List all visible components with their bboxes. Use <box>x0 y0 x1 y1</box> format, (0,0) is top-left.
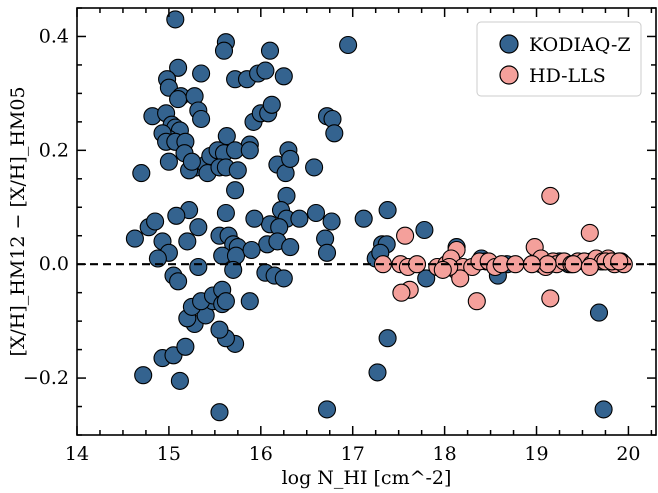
kodiaq-z-point-74 <box>189 218 208 237</box>
legend-marker-hd-lls <box>499 65 519 85</box>
kodiaq-z-point-37 <box>325 124 344 143</box>
x-tick-label: 15 <box>157 443 181 465</box>
kodiaq-z-point-87 <box>178 232 197 251</box>
kodiaq-z-point-4 <box>339 35 358 55</box>
y-tick-label: 0.4 <box>39 25 69 47</box>
kodiaq-z-point-52 <box>228 161 247 180</box>
kodiaq-z-point-2 <box>214 41 234 60</box>
x-tick-label: 19 <box>524 443 548 465</box>
kodiaq-z-point-34 <box>262 95 281 114</box>
legend-label-hd-lls: HD-LLS <box>529 65 606 87</box>
legend: KODIAQ-Z HD-LLS <box>476 21 642 97</box>
kodiaq-z-point-48 <box>182 152 201 171</box>
axis-tick-labels: 14 15 16 17 18 19 20 −0.2 0.0 0.2 0.4 <box>23 25 641 465</box>
kodiaq-z-point-83 <box>125 229 144 248</box>
kodiaq-z-point-92 <box>354 209 373 228</box>
x-tick-label: 16 <box>249 443 273 465</box>
kodiaq-z-point-67 <box>290 209 309 228</box>
hd-lls-point-37 <box>433 260 452 279</box>
x-tick-label: 20 <box>616 443 640 465</box>
axis-ticks <box>76 7 656 436</box>
kodiaq-z-point-91 <box>317 243 337 262</box>
x-axis-label: log N_HI [cm^-2] <box>282 467 452 489</box>
kodiaq-z-point-120 <box>134 366 153 385</box>
kodiaq-z-point-86 <box>148 249 167 268</box>
legend-label-kodiaq-z: KODIAQ-Z <box>529 34 631 56</box>
x-tick-label: 14 <box>65 443 89 465</box>
kodiaq-z-point-59 <box>226 181 245 200</box>
legend-marker-kodiaq-z <box>499 34 519 54</box>
hd-lls-point-39 <box>392 283 411 302</box>
kodiaq-z-point-116 <box>589 303 609 322</box>
hd-lls-point-35 <box>451 269 470 288</box>
kodiaq-z-point-0 <box>166 10 185 29</box>
kodiaq-z-point-95 <box>378 201 397 220</box>
kodiaq-z-point-144 <box>274 269 293 288</box>
kodiaq-z-point-3 <box>260 41 280 60</box>
kodiaq-z-point-114 <box>378 329 397 348</box>
kodiaq-z-point-112 <box>417 269 436 288</box>
kodiaq-z-point-75 <box>245 209 264 228</box>
kodiaq-z-point-140 <box>169 272 188 291</box>
hd-lls-point-0 <box>541 186 560 205</box>
kodiaq-z-point-117 <box>594 400 613 419</box>
kodiaq-z-point-73 <box>146 212 165 231</box>
y-tick-label: 0.2 <box>39 139 69 161</box>
kodiaq-z-point-5 <box>169 58 188 77</box>
kodiaq-z-point-81 <box>281 238 300 257</box>
kodiaq-z-point-55 <box>281 149 300 168</box>
kodiaq-z-point-63 <box>216 203 235 223</box>
y-tick-label: −0.2 <box>23 367 69 389</box>
kodiaq-z-point-115 <box>368 363 387 382</box>
kodiaq-z-point-15 <box>256 61 275 80</box>
kodiaq-z-point-90 <box>242 240 261 260</box>
kodiaq-z-point-138 <box>189 257 208 277</box>
x-tick-label: 18 <box>433 443 457 465</box>
hd-lls-point-43 <box>580 257 599 277</box>
kodiaq-z-point-64 <box>167 206 186 225</box>
hd-lls-point-46 <box>610 252 629 271</box>
hd-lls-point-2 <box>396 226 415 245</box>
kodiaq-z-point-58 <box>132 164 151 183</box>
kodiaq-z-point-68 <box>306 203 326 223</box>
kodiaq-z-point-119 <box>210 403 229 422</box>
kodiaq-z-point-124 <box>176 337 195 356</box>
x-tick-label: 17 <box>341 443 365 465</box>
kodiaq-z-point-121 <box>170 371 189 390</box>
hd-lls-point-40 <box>467 292 486 311</box>
kodiaq-z-point-16 <box>274 67 293 86</box>
kodiaq-z-point-10 <box>169 90 188 109</box>
kodiaq-z-point-7 <box>192 64 211 83</box>
y-tick-label: 0.0 <box>39 253 69 275</box>
hd-lls-point-1 <box>580 223 599 242</box>
kodiaq-z-point-98 <box>415 220 434 240</box>
kodiaq-z-point-141 <box>224 260 243 279</box>
kodiaq-z-point-118 <box>317 400 337 419</box>
hd-lls-point-41 <box>541 289 560 308</box>
kodiaq-z-point-134 <box>216 292 235 311</box>
kodiaq-z-point-145 <box>210 320 229 339</box>
hd-lls-series <box>373 186 633 311</box>
kodiaq-z-point-137 <box>240 292 259 311</box>
y-axis-label: [X/H]_HM12 − [X/H]_HM05 <box>7 86 29 356</box>
kodiaq-z-point-57 <box>159 152 178 171</box>
kodiaq-z-point-56 <box>305 158 324 177</box>
kodiaq-z-point-46 <box>240 141 259 160</box>
kodiaq-z-point-69 <box>322 212 341 231</box>
plot-frame <box>76 7 657 436</box>
kodiaq-z-point-20 <box>192 109 211 129</box>
